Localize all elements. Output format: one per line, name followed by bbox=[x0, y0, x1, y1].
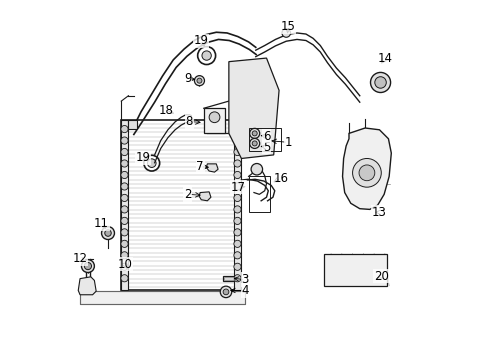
Polygon shape bbox=[229, 58, 279, 158]
Circle shape bbox=[84, 262, 92, 270]
Text: 7: 7 bbox=[196, 160, 204, 173]
Text: 3: 3 bbox=[241, 273, 249, 286]
Circle shape bbox=[209, 112, 220, 123]
Circle shape bbox=[359, 165, 375, 181]
Circle shape bbox=[81, 260, 95, 273]
Bar bbox=[223, 276, 234, 281]
Text: 13: 13 bbox=[372, 206, 387, 219]
Polygon shape bbox=[199, 192, 211, 201]
Bar bbox=[128, 120, 137, 129]
Circle shape bbox=[251, 163, 263, 175]
Text: 1: 1 bbox=[284, 136, 292, 149]
Text: 4: 4 bbox=[241, 284, 249, 297]
Circle shape bbox=[250, 129, 260, 138]
Circle shape bbox=[144, 155, 160, 171]
Text: 10: 10 bbox=[118, 258, 132, 271]
Circle shape bbox=[121, 240, 128, 247]
Bar bbox=[204, 108, 225, 134]
Circle shape bbox=[234, 252, 241, 259]
Bar bbox=[80, 291, 245, 304]
Circle shape bbox=[282, 29, 291, 37]
Text: 9: 9 bbox=[184, 72, 192, 85]
Bar bbox=[121, 120, 242, 290]
Text: 6: 6 bbox=[263, 130, 270, 143]
Text: 19: 19 bbox=[194, 34, 209, 48]
Bar bbox=[224, 277, 234, 280]
Circle shape bbox=[121, 137, 128, 144]
Bar bbox=[248, 176, 270, 212]
Circle shape bbox=[121, 206, 128, 213]
Circle shape bbox=[234, 194, 241, 202]
Circle shape bbox=[195, 76, 204, 86]
Circle shape bbox=[353, 158, 381, 187]
Circle shape bbox=[121, 194, 128, 202]
Bar bbox=[121, 120, 128, 290]
Circle shape bbox=[375, 77, 386, 88]
Circle shape bbox=[250, 138, 260, 148]
Polygon shape bbox=[343, 128, 392, 210]
Text: 16: 16 bbox=[273, 172, 288, 185]
Circle shape bbox=[252, 141, 257, 146]
Circle shape bbox=[234, 263, 241, 270]
Text: 17: 17 bbox=[230, 181, 245, 194]
Text: 14: 14 bbox=[377, 52, 392, 65]
Circle shape bbox=[234, 171, 241, 179]
Text: 20: 20 bbox=[374, 270, 389, 283]
Circle shape bbox=[197, 46, 216, 64]
Circle shape bbox=[197, 78, 202, 83]
Circle shape bbox=[370, 72, 391, 93]
Text: 11: 11 bbox=[94, 217, 109, 230]
Circle shape bbox=[234, 160, 241, 167]
Circle shape bbox=[234, 206, 241, 213]
Circle shape bbox=[101, 226, 115, 239]
Text: 18: 18 bbox=[159, 104, 173, 117]
Bar bbox=[234, 120, 242, 290]
Text: 12: 12 bbox=[73, 252, 88, 265]
Circle shape bbox=[121, 171, 128, 179]
Circle shape bbox=[121, 263, 128, 270]
Circle shape bbox=[121, 229, 128, 236]
Polygon shape bbox=[78, 277, 96, 295]
Circle shape bbox=[234, 126, 241, 133]
Circle shape bbox=[234, 240, 241, 247]
Circle shape bbox=[220, 286, 232, 298]
Circle shape bbox=[105, 230, 111, 236]
Bar bbox=[80, 291, 245, 304]
Circle shape bbox=[234, 137, 241, 144]
Circle shape bbox=[121, 252, 128, 259]
Text: 19: 19 bbox=[135, 151, 150, 164]
Bar bbox=[324, 253, 387, 286]
Circle shape bbox=[147, 159, 156, 167]
Text: 2: 2 bbox=[184, 188, 192, 201]
Text: 15: 15 bbox=[281, 20, 295, 33]
Circle shape bbox=[252, 131, 257, 136]
Circle shape bbox=[121, 160, 128, 167]
Text: 8: 8 bbox=[186, 115, 193, 128]
Circle shape bbox=[202, 51, 211, 60]
Circle shape bbox=[121, 217, 128, 225]
Text: 5: 5 bbox=[263, 140, 270, 153]
Circle shape bbox=[121, 126, 128, 133]
Polygon shape bbox=[206, 164, 218, 172]
Circle shape bbox=[234, 148, 241, 156]
Circle shape bbox=[223, 289, 229, 295]
Circle shape bbox=[121, 148, 128, 156]
Bar bbox=[248, 128, 281, 151]
Circle shape bbox=[234, 217, 241, 225]
Circle shape bbox=[121, 275, 128, 282]
Circle shape bbox=[234, 275, 241, 282]
Circle shape bbox=[121, 183, 128, 190]
Circle shape bbox=[234, 183, 241, 190]
Circle shape bbox=[234, 229, 241, 236]
